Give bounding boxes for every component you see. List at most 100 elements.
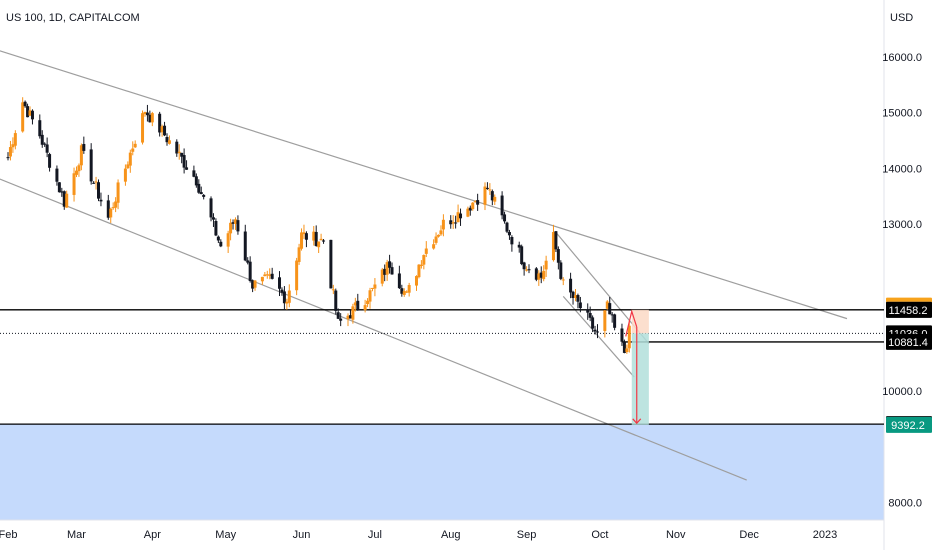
candle-body	[278, 277, 282, 289]
candle-body	[402, 291, 406, 295]
candle-body	[6, 157, 10, 159]
candle-body	[490, 191, 494, 201]
candle-body	[77, 165, 81, 172]
candle-body	[390, 267, 394, 275]
candle-body	[525, 269, 529, 271]
take-profit-box[interactable]	[631, 333, 649, 425]
candle-body	[297, 247, 301, 262]
candle-body	[194, 176, 198, 186]
candle-body	[167, 140, 171, 144]
candle-body	[605, 301, 609, 309]
candle-body	[556, 249, 560, 263]
time-tick-label: 2023	[813, 529, 837, 541]
candle-body	[158, 113, 162, 133]
chart-title: US 100, 1D, CAPITALCOM	[6, 12, 140, 24]
candle-body	[537, 273, 541, 280]
candle-body	[559, 262, 563, 279]
candle-body	[576, 295, 580, 302]
candle-body	[92, 182, 96, 184]
time-tick-label: Feb	[0, 529, 17, 541]
candle-body	[613, 314, 617, 328]
candle-body	[270, 273, 274, 279]
candle-body	[620, 328, 624, 342]
candle-body	[437, 234, 441, 237]
candle-body	[236, 220, 240, 232]
candle-body	[405, 291, 409, 293]
candle-body	[591, 317, 595, 329]
time-tick-label: May	[215, 529, 236, 541]
currency-label: USD	[890, 12, 914, 24]
candle-body	[527, 269, 531, 271]
candle-body	[248, 261, 252, 282]
time-tick-label: Jun	[293, 529, 311, 541]
candle-body	[625, 348, 629, 353]
time-tick-label: Nov	[666, 529, 686, 541]
candle-body	[459, 213, 463, 219]
candle-body	[192, 170, 196, 177]
candle-body	[551, 232, 555, 261]
candle-body	[48, 154, 52, 168]
candle-body	[400, 288, 404, 294]
candle-body	[160, 126, 164, 133]
candle-body	[353, 302, 357, 306]
lower-channel-line[interactable]	[0, 166, 747, 481]
candle-body	[397, 273, 401, 289]
svg-text:9392.2: 9392.2	[891, 420, 925, 432]
candle-body	[263, 274, 267, 277]
candle-body	[439, 230, 443, 235]
candle-body	[468, 207, 472, 211]
candle-body	[419, 264, 423, 266]
candle-body	[23, 101, 27, 107]
candle-body	[226, 233, 230, 247]
candle-body	[89, 149, 93, 182]
candle-body	[60, 191, 64, 193]
candle-body	[388, 261, 392, 268]
candle-body	[145, 112, 149, 116]
candle-body	[370, 287, 374, 289]
time-tick-label: Apr	[144, 529, 161, 541]
candle-body	[573, 295, 577, 298]
falling-wedge-lower-line[interactable]	[562, 295, 635, 378]
upper-channel-line[interactable]	[0, 40, 848, 320]
time-tick-label: Dec	[739, 529, 759, 541]
candle-body	[588, 312, 592, 318]
candle-body	[114, 201, 118, 208]
candle-body	[385, 262, 389, 275]
candle-body	[26, 106, 30, 118]
candle-body	[517, 244, 521, 248]
candle-body	[449, 220, 453, 225]
candle-body	[571, 291, 575, 298]
candle-body	[21, 102, 25, 132]
candle-body	[209, 198, 213, 218]
candle-body	[229, 222, 233, 234]
candle-body	[317, 241, 321, 248]
candle-body	[507, 232, 511, 236]
candle-body	[123, 168, 127, 182]
candle-body	[544, 260, 548, 270]
candle-body	[622, 341, 626, 353]
svg-text:10881.4: 10881.4	[888, 337, 928, 349]
candle-body	[569, 278, 573, 293]
candle-body	[414, 276, 418, 286]
candle-body	[202, 194, 206, 197]
candle-body	[99, 199, 103, 202]
candle-body	[13, 133, 17, 146]
time-tick-label: Oct	[591, 529, 608, 541]
candle-body	[534, 268, 538, 280]
candle-body	[72, 173, 76, 195]
candle-body	[451, 222, 455, 224]
candle-body	[608, 303, 612, 315]
candle-body	[500, 195, 504, 216]
candle-body	[424, 248, 428, 254]
price-badge-resistance: 11458.2	[886, 301, 932, 318]
candle-body	[199, 192, 203, 195]
candle-body	[295, 260, 299, 291]
candle-body	[65, 193, 69, 208]
candle-body	[603, 310, 607, 331]
stop-loss-box[interactable]	[631, 309, 649, 334]
candle-body	[510, 236, 514, 245]
candle-body	[280, 289, 284, 293]
candle-body	[131, 148, 135, 152]
